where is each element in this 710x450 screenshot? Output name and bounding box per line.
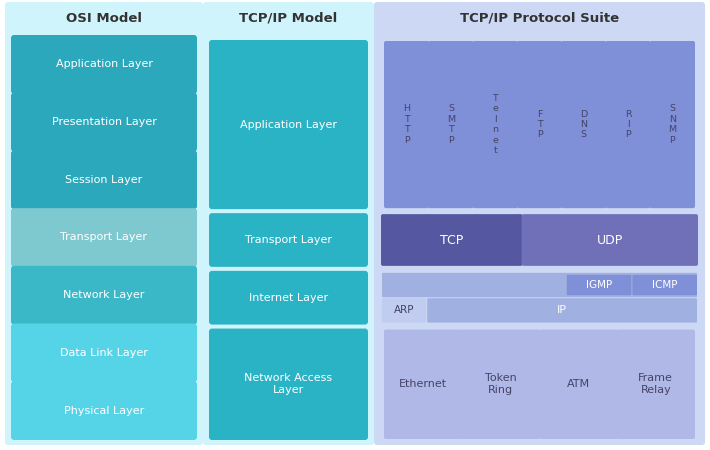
FancyBboxPatch shape <box>5 2 203 445</box>
Text: UDP: UDP <box>596 234 623 247</box>
Text: S
N
M
P: S N M P <box>668 104 677 144</box>
Text: IGMP: IGMP <box>586 280 612 290</box>
Text: ICMP: ICMP <box>652 280 677 290</box>
Text: Physical Layer: Physical Layer <box>64 405 144 416</box>
Text: Frame
Relay: Frame Relay <box>638 374 673 395</box>
FancyBboxPatch shape <box>567 275 631 295</box>
FancyBboxPatch shape <box>616 329 695 439</box>
Text: H
T
T
P: H T T P <box>403 104 410 144</box>
FancyBboxPatch shape <box>11 35 197 94</box>
Text: D
N
S: D N S <box>580 110 587 140</box>
FancyBboxPatch shape <box>384 41 430 208</box>
FancyBboxPatch shape <box>633 275 697 295</box>
FancyBboxPatch shape <box>517 41 562 208</box>
FancyBboxPatch shape <box>11 266 197 324</box>
Text: Internet Layer: Internet Layer <box>249 292 328 303</box>
FancyBboxPatch shape <box>428 41 474 208</box>
Text: Presentation Layer: Presentation Layer <box>52 117 156 127</box>
FancyBboxPatch shape <box>539 329 618 439</box>
FancyBboxPatch shape <box>209 328 368 440</box>
Text: IP: IP <box>557 306 567 315</box>
Text: ARP: ARP <box>394 306 415 315</box>
Text: ATM: ATM <box>567 379 590 389</box>
FancyBboxPatch shape <box>374 2 705 445</box>
Text: T
e
l
n
e
t: T e l n e t <box>492 94 498 155</box>
FancyBboxPatch shape <box>606 41 650 208</box>
Text: TCP/IP Protocol Suite: TCP/IP Protocol Suite <box>460 12 619 24</box>
FancyBboxPatch shape <box>11 208 197 267</box>
FancyBboxPatch shape <box>473 41 518 208</box>
FancyBboxPatch shape <box>11 324 197 382</box>
FancyBboxPatch shape <box>427 298 697 323</box>
Text: TCP: TCP <box>440 234 464 247</box>
FancyBboxPatch shape <box>203 2 374 445</box>
Text: Session Layer: Session Layer <box>65 175 143 185</box>
Text: Transport Layer: Transport Layer <box>60 233 148 243</box>
Text: F
T
P: F T P <box>537 110 542 140</box>
Text: OSI Model: OSI Model <box>66 12 142 24</box>
Text: Application Layer: Application Layer <box>55 59 153 69</box>
Text: R
I
P: R I P <box>625 110 631 140</box>
Text: Application Layer: Application Layer <box>240 120 337 130</box>
FancyBboxPatch shape <box>209 213 368 267</box>
Text: Token
Ring: Token Ring <box>485 374 517 395</box>
FancyBboxPatch shape <box>11 93 197 152</box>
FancyBboxPatch shape <box>384 329 462 439</box>
FancyBboxPatch shape <box>561 41 606 208</box>
FancyBboxPatch shape <box>209 271 368 324</box>
FancyBboxPatch shape <box>11 150 197 209</box>
Text: Data Link Layer: Data Link Layer <box>60 348 148 358</box>
Text: Network Layer: Network Layer <box>63 290 145 300</box>
FancyBboxPatch shape <box>381 214 523 266</box>
Text: Network Access
Layer: Network Access Layer <box>244 374 332 395</box>
FancyBboxPatch shape <box>382 273 697 297</box>
Text: Transport Layer: Transport Layer <box>245 235 332 245</box>
FancyBboxPatch shape <box>11 381 197 440</box>
Text: S
M
T
P: S M T P <box>447 104 455 144</box>
FancyBboxPatch shape <box>462 329 540 439</box>
FancyBboxPatch shape <box>382 298 426 323</box>
FancyBboxPatch shape <box>209 40 368 209</box>
FancyBboxPatch shape <box>522 214 698 266</box>
FancyBboxPatch shape <box>650 41 695 208</box>
Text: TCP/IP Model: TCP/IP Model <box>239 12 338 24</box>
Text: Ethernet: Ethernet <box>399 379 447 389</box>
